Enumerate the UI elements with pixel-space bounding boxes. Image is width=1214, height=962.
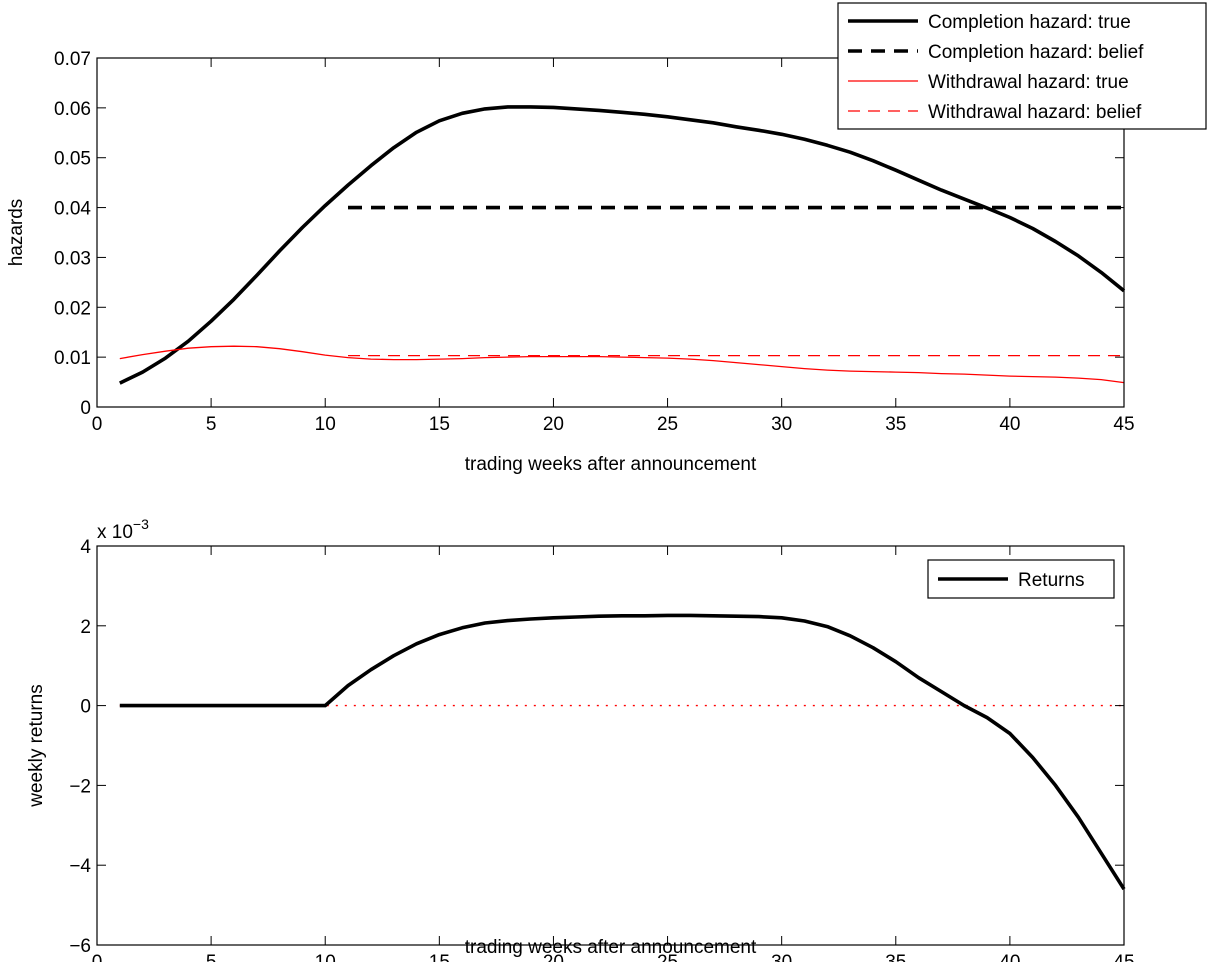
y-tick-label: 0.04 <box>54 199 91 220</box>
x-tick-label: 40 <box>999 952 1020 962</box>
x-tick-label: 5 <box>206 952 217 962</box>
x-tick-label: 10 <box>315 952 336 962</box>
x-tick-label: 5 <box>206 414 217 435</box>
y-tick-label: 0.02 <box>54 298 91 319</box>
returns-x-axis-label: trading weeks after announcement <box>465 937 757 958</box>
scale-exponent: −3 <box>133 516 149 532</box>
x-tick-label: 20 <box>543 414 564 435</box>
hazards-legend: Completion hazard: true Completion hazard… <box>837 2 1207 130</box>
y-tick-label: 4 <box>80 537 91 558</box>
returns-axes-frame <box>96 545 1125 946</box>
y-tick-label: 0.03 <box>54 248 91 269</box>
series-line-0 <box>119 105 1126 385</box>
x-tick-label: 35 <box>885 414 906 435</box>
x-tick-label: 30 <box>771 952 792 962</box>
scale-base: x 10 <box>97 522 133 543</box>
x-tick-label: 45 <box>1113 414 1134 435</box>
y-tick-label: 0.01 <box>54 348 91 369</box>
x-tick-label: 40 <box>999 414 1020 435</box>
y-tick-label: −6 <box>69 936 91 957</box>
hazards-x-axis-label: trading weeks after announcement <box>465 454 757 475</box>
y-tick-label: −2 <box>69 776 91 797</box>
hazards-chart: 0 5 10 15 20 25 30 35 40 45 0 0.01 0.02 0.03 0.04 0.05 0… <box>6 2 1207 475</box>
x-tick-label: 25 <box>657 414 678 435</box>
y-tick-label: 0.05 <box>54 149 91 170</box>
returns-y-axis-label: weekly returns <box>26 684 47 808</box>
legend-entry-label: Withdrawal hazard: true <box>928 72 1129 93</box>
legend-entry-label: Completion hazard: true <box>928 12 1131 33</box>
series-line-2 <box>119 345 1125 384</box>
hazards-ticks-layer: 0 5 10 15 20 25 30 35 40 45 0 0.01 0.02 0.03 0.04 0.05 0… <box>54 49 1135 435</box>
legend-box <box>837 2 1207 130</box>
x-tick-label: 45 <box>1113 952 1134 962</box>
legend-entry-label: Completion hazard: belief <box>928 42 1144 63</box>
y-tick-label: 0.06 <box>54 99 91 120</box>
y-tick-label: 0 <box>80 697 91 718</box>
series-line-0 <box>119 613 1126 891</box>
hazards-axes-frame <box>96 57 1125 408</box>
returns-series-layer <box>119 613 1126 891</box>
x-tick-label: 0 <box>92 952 103 962</box>
x-tick-label: 15 <box>429 414 450 435</box>
legend-box <box>927 559 1115 599</box>
hazards-y-axis-label: hazards <box>6 199 27 267</box>
returns-ticks-layer: 0 5 10 15 20 25 30 35 40 45 −6 −4 −2 0 2 4 <box>69 537 1134 962</box>
returns-scale-multiplier: x 10−3 <box>97 516 149 543</box>
y-tick-label: 0.07 <box>54 49 91 70</box>
legend-entry-label: Withdrawal hazard: belief <box>928 102 1142 123</box>
x-tick-label: 10 <box>315 414 336 435</box>
y-tick-label: −4 <box>69 856 91 877</box>
returns-legend: Returns <box>927 559 1115 599</box>
y-tick-label: 0 <box>80 398 91 419</box>
x-tick-label: 0 <box>92 414 103 435</box>
legend-entry-label: Returns <box>1018 570 1085 591</box>
y-tick-label: 2 <box>80 617 91 638</box>
x-tick-label: 30 <box>771 414 792 435</box>
x-tick-label: 20 <box>543 952 564 962</box>
x-tick-label: 25 <box>657 952 678 962</box>
hazards-series-layer <box>119 105 1126 385</box>
x-tick-label: 15 <box>429 952 450 962</box>
weekly-returns-chart: 0 5 10 15 20 25 30 35 40 45 −6 −4 −2 0 2 4 x 10−3 tradi… <box>26 516 1135 962</box>
x-tick-label: 35 <box>885 952 906 962</box>
